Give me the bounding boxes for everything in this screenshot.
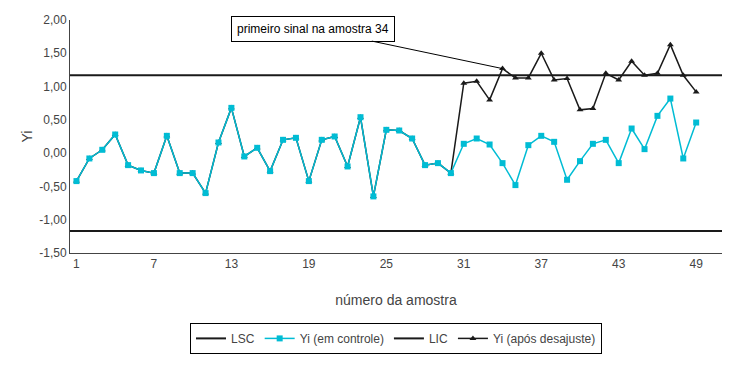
- svg-text:Yi (em controle): Yi (em controle): [300, 332, 384, 346]
- svg-text:43: 43: [612, 257, 626, 271]
- svg-text:1: 1: [73, 257, 80, 271]
- svg-text:-0,50: -0,50: [39, 180, 67, 194]
- svg-text:31: 31: [457, 257, 471, 271]
- svg-text:49: 49: [690, 257, 704, 271]
- svg-text:-1,50: -1,50: [39, 246, 67, 260]
- svg-text:LSC: LSC: [231, 332, 255, 346]
- svg-text:37: 37: [535, 257, 549, 271]
- svg-text:número da amostra: número da amostra: [335, 292, 457, 308]
- svg-text:7: 7: [151, 257, 158, 271]
- svg-text:0,50: 0,50: [43, 113, 67, 127]
- svg-text:0,00: 0,00: [43, 146, 67, 160]
- svg-text:1,00: 1,00: [43, 80, 67, 94]
- svg-text:2,00: 2,00: [43, 13, 67, 27]
- svg-text:Yi: Yi: [19, 131, 35, 143]
- svg-text:LIC: LIC: [429, 332, 448, 346]
- svg-text:-1,00: -1,00: [39, 213, 67, 227]
- svg-text:25: 25: [380, 257, 394, 271]
- svg-text:13: 13: [225, 257, 239, 271]
- svg-text:Yi (após desajuste): Yi (após desajuste): [493, 332, 595, 346]
- svg-text:19: 19: [302, 257, 316, 271]
- svg-text:1,50: 1,50: [43, 46, 67, 60]
- svg-text:primeiro sinal na amostra 34: primeiro sinal na amostra 34: [237, 22, 389, 36]
